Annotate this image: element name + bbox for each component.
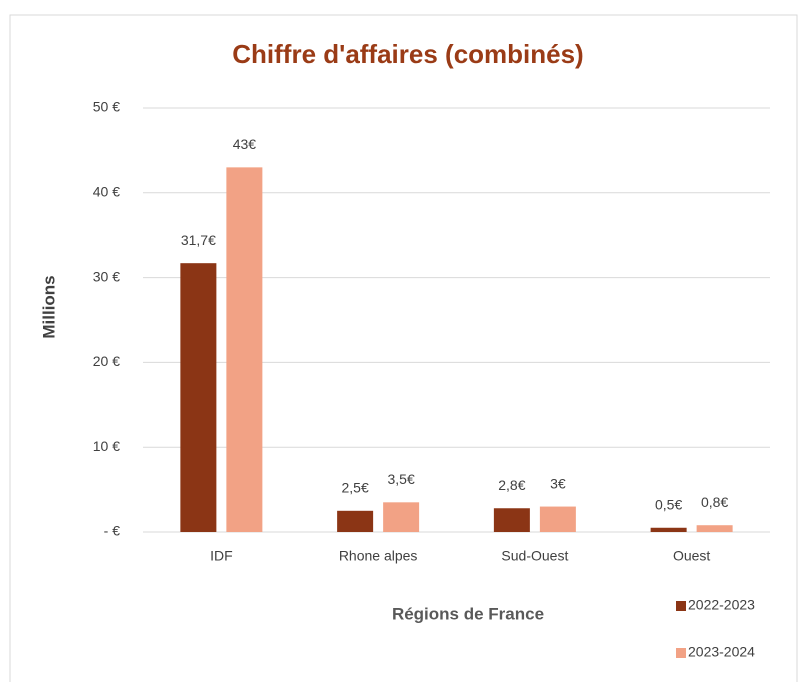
data-label: 2,8€ (498, 477, 525, 493)
legend-label: 2022-2023 (688, 597, 755, 613)
y-tick-label: - € (104, 523, 121, 539)
legend-swatch (676, 648, 686, 658)
y-tick-label: 40 € (93, 184, 120, 200)
data-label: 3,5€ (388, 471, 415, 487)
data-label: 31,7€ (181, 232, 216, 248)
bar (539, 506, 576, 532)
x-tick-label: Ouest (673, 548, 710, 564)
data-label: 3€ (550, 475, 566, 491)
bar (650, 527, 687, 532)
x-tick-label: Rhone alpes (339, 548, 418, 564)
x-tick-label: IDF (210, 548, 233, 564)
y-tick-label: 30 € (93, 268, 120, 284)
x-tick-label: Sud-Ouest (501, 548, 568, 564)
data-label: 2,5€ (342, 480, 369, 496)
data-label: 43€ (233, 136, 257, 152)
legend-label: 2023-2024 (688, 644, 755, 660)
y-tick-label: 50 € (93, 99, 120, 115)
x-axis-title: Régions de France (392, 604, 544, 623)
chart-title: Chiffre d'affaires (combinés) (232, 39, 583, 69)
bar (180, 263, 217, 532)
legend-swatch (676, 601, 686, 611)
y-tick-label: 10 € (93, 438, 120, 454)
bar (383, 502, 420, 532)
bar (337, 510, 374, 532)
y-axis-title: Millions (39, 275, 58, 338)
bar (226, 167, 263, 533)
bar (696, 525, 733, 532)
y-tick-label: 20 € (93, 353, 120, 369)
data-label: 0,5€ (655, 496, 682, 512)
data-label: 0,8€ (701, 494, 728, 510)
bar (493, 508, 530, 532)
chart-border (9, 14, 798, 682)
